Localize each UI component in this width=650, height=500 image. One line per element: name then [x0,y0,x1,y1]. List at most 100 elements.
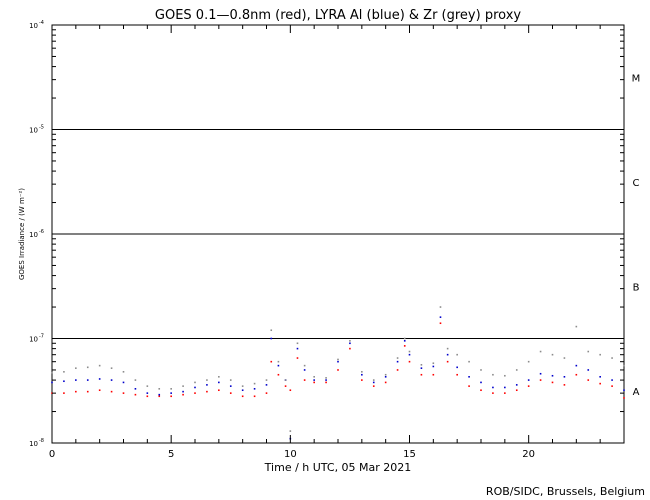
data-point [182,385,184,387]
data-point [408,360,411,363]
data-point [384,381,387,384]
data-point [218,389,220,392]
data-point [527,360,530,363]
data-point [303,379,306,381]
data-point [563,357,566,359]
x-tick-labels: 0 5 10 15 20 [49,449,535,460]
data-point [75,367,77,369]
data-point [372,379,375,381]
data-point [270,337,273,340]
data-point [599,353,601,356]
data-point [270,329,273,332]
data-point [587,350,590,353]
data-point [408,350,411,353]
data-point [492,386,494,389]
data-point [480,369,482,371]
x-axis-label: Time / h UTC, 05 Mar 2021 [264,461,412,474]
data-point [372,381,375,384]
data-point [182,390,184,393]
y-axis-label: GOES Irradiance / (W m⁻²) [18,188,26,280]
y-tick-label: 10 [29,127,38,135]
data-point [206,390,208,393]
data-point [504,374,506,377]
series-1 [51,316,625,440]
data-point [146,385,149,387]
data-point [98,389,101,392]
data-point [403,340,406,342]
data-point [492,392,494,394]
data-point [277,360,280,363]
data-point [539,379,542,381]
data-point [110,379,113,381]
data-point [623,397,625,399]
data-point [623,364,625,367]
y-tick-label: 10 [29,336,38,344]
data-point [51,371,53,374]
data-point [403,337,406,340]
flare-class-label: C [633,178,640,189]
data-point [575,373,578,376]
data-point [86,379,89,381]
data-point [337,358,339,361]
data-point [446,360,449,363]
data-point [349,342,351,345]
data-point [51,381,53,384]
data-point [439,322,442,325]
credit-text: ROB/SIDC, Brussels, Belgium [486,485,645,498]
data-point [349,347,351,350]
data-point [325,379,327,381]
data-point [134,388,137,390]
data-point [284,385,287,387]
data-point [206,379,208,381]
data-point [229,385,232,387]
data-point [134,393,137,396]
data-point [313,381,315,384]
data-point [303,369,306,371]
x-tick-label: 20 [522,449,535,460]
data-point [158,395,161,398]
flare-class-label: M [632,73,641,84]
data-point [403,345,406,347]
data-point [587,369,590,371]
data-point [468,385,470,387]
data-point [229,392,232,394]
data-point [408,353,411,356]
data-point [241,395,244,398]
data-point [515,369,518,371]
data-point [372,385,375,387]
data-point [265,392,268,394]
data-point [146,392,149,394]
series-2 [51,306,625,432]
data-point [396,360,399,363]
data-point [194,381,196,384]
data-point [539,350,542,353]
data-point [270,360,273,363]
data-point [241,385,244,387]
data-point [303,364,306,367]
x-tick-label: 10 [284,449,297,460]
data-point [551,381,554,384]
data-point [551,353,554,356]
data-point [63,371,65,373]
data-point [296,357,299,359]
data-point [158,388,161,390]
data-point [504,386,506,389]
data-point [122,371,125,373]
data-point [277,373,280,376]
data-point [575,325,578,328]
data-point [253,395,256,398]
flare-class-labels: A B C M [632,73,641,398]
data-point [122,381,125,384]
data-point [539,372,542,375]
data-point [313,376,315,378]
data-point [611,379,613,381]
data-point [229,379,232,381]
data-point [146,395,149,398]
data-point [277,364,280,367]
data-point [504,392,506,394]
data-point [420,364,423,366]
data-point [170,395,172,398]
data-point [480,381,482,384]
data-point [432,362,435,365]
y-tick-exponent: -7 [39,334,44,340]
